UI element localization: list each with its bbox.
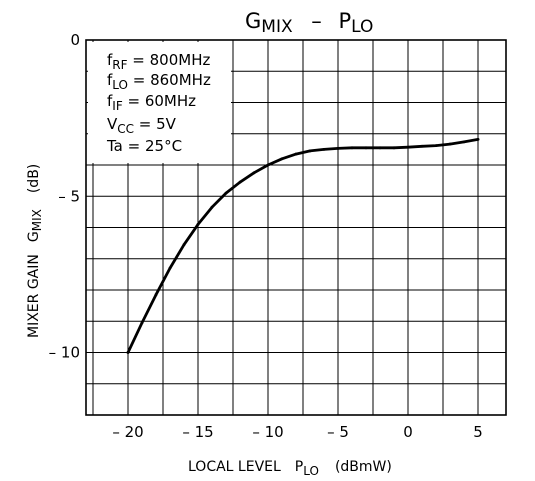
series-point — [378, 146, 382, 150]
y-axis-symbol: G — [26, 231, 42, 242]
conditions-box: fRF = 800MHz fLO = 860MHz fIF = 60MHz VC… — [88, 42, 231, 163]
title-second: P — [338, 9, 351, 33]
chart-title: GMIX – PLO — [245, 9, 373, 37]
series-point — [336, 147, 340, 150]
condition-rf: fRF = 800MHz — [107, 51, 210, 72]
x-axis-symbol: P — [295, 459, 303, 475]
series-point — [280, 157, 284, 161]
x-axis-unit: (dBmW) — [335, 459, 392, 475]
x-tick-label: – 5 — [327, 423, 349, 441]
x-tick-label: – 15 — [182, 423, 213, 441]
y-axis-unit: (dB) — [26, 164, 42, 193]
series-point — [154, 293, 158, 297]
series-point — [462, 140, 466, 144]
title-separator: – — [311, 9, 322, 33]
y-tick-label: – 10 — [49, 344, 80, 362]
y-tick-label: – 5 — [58, 187, 80, 205]
series-point — [364, 146, 368, 150]
y-tick-labels: 0 – 5 – 10 — [49, 31, 80, 362]
grid — [86, 40, 506, 415]
x-tick-label: 0 — [403, 423, 413, 441]
y-axis-label: MIXER GAIN GMIX (dB) — [26, 164, 44, 338]
x-axis-label: LOCAL LEVEL PLO (dBmW) — [188, 459, 392, 478]
y-tick-label: 0 — [70, 31, 80, 49]
series-point — [252, 171, 256, 175]
x-axis-label-text: LOCAL LEVEL — [188, 459, 281, 475]
series-point — [140, 321, 144, 325]
series-line-gain — [126, 138, 480, 354]
series-point — [406, 145, 410, 149]
series-point — [420, 144, 424, 148]
series-point — [210, 205, 214, 209]
title-second-sub: LO — [351, 17, 373, 37]
x-tick-label: – 20 — [112, 423, 143, 441]
series-point — [224, 191, 228, 195]
plot-frame — [85, 39, 507, 416]
x-axis-symbol-sub: LO — [303, 464, 319, 478]
series-point — [350, 146, 354, 150]
title-main-sub: MIX — [261, 17, 293, 37]
series-point — [448, 142, 452, 146]
x-tick-label: 5 — [473, 423, 483, 441]
series-point — [168, 266, 172, 270]
series-point — [308, 149, 312, 153]
condition-ta: Ta = 25°C — [106, 137, 182, 155]
condition-if: fIF = 60MHz — [107, 92, 196, 113]
series-point — [182, 243, 186, 247]
series-point — [196, 222, 200, 226]
condition-vcc: VCC = 5V — [107, 115, 177, 136]
series-points — [126, 137, 480, 354]
series-point — [126, 351, 130, 354]
condition-lo: fLO = 860MHz — [107, 71, 211, 92]
x-tick-labels: – 20 – 15 – 10 – 5 0 5 — [112, 423, 482, 441]
series-point — [294, 152, 298, 156]
conditions-box-background — [88, 42, 231, 163]
series-point — [238, 180, 242, 184]
x-tick-label: – 10 — [252, 423, 283, 441]
title-main: G — [245, 9, 261, 33]
series-point — [392, 146, 396, 150]
series-point — [266, 163, 270, 167]
y-axis-label-text: MIXER GAIN — [26, 254, 42, 338]
series-point — [322, 147, 326, 151]
series-point — [476, 137, 480, 141]
series-point — [434, 144, 438, 148]
y-axis-symbol-sub: MIX — [30, 209, 44, 231]
